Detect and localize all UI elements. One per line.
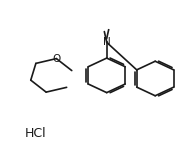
Text: HCl: HCl <box>25 127 47 140</box>
Text: N: N <box>103 37 111 47</box>
Text: O: O <box>52 54 61 64</box>
